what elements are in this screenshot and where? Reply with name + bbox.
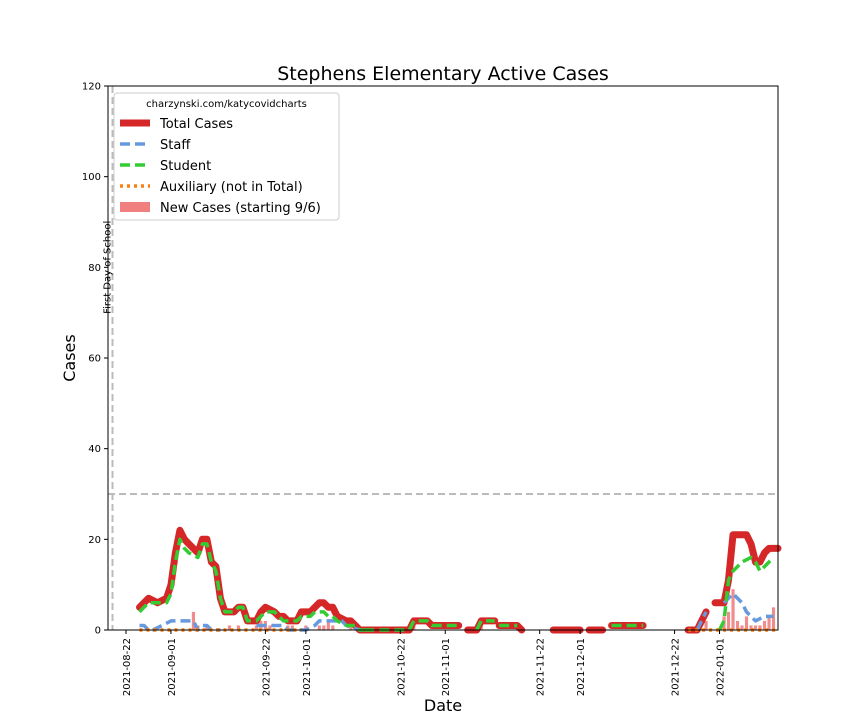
new-cases-bar bbox=[326, 620, 330, 630]
x-axis-title: Date bbox=[424, 696, 462, 715]
new-cases-bar bbox=[331, 625, 335, 630]
new-cases-bar bbox=[735, 620, 740, 630]
legend-label-student: Student bbox=[160, 159, 211, 174]
x-tick-label: 2021-09-01 bbox=[167, 638, 178, 696]
new-cases-bar bbox=[236, 625, 240, 630]
plot-area: 0 20 40 60 80 100 120 2021-08-22 2021-09-01 2021-… bbox=[82, 82, 782, 696]
y-tick-label: 120 bbox=[82, 82, 101, 93]
chart-title: Stephens Elementary Active Cases bbox=[277, 63, 609, 85]
legend-title: charzynski.com/katycovidcharts bbox=[146, 99, 307, 110]
legend-label-staff: Staff bbox=[160, 138, 191, 153]
y-tick-label: 60 bbox=[88, 354, 101, 365]
new-cases-bar bbox=[317, 625, 321, 630]
x-tick-label: 2021-12-22 bbox=[671, 638, 682, 696]
new-cases-bar bbox=[322, 625, 326, 630]
x-tick-label: 2021-11-01 bbox=[441, 638, 452, 696]
x-tick-label: 2021-09-22 bbox=[261, 638, 272, 696]
new-cases-bar bbox=[731, 589, 735, 630]
x-tick-label: 2021-11-22 bbox=[536, 638, 547, 696]
series-line-staff bbox=[256, 619, 361, 632]
legend-swatch-new-cases-starting bbox=[120, 202, 150, 212]
legend-label-total-cases: Total Cases bbox=[159, 117, 233, 132]
y-tick-label: 80 bbox=[88, 263, 101, 274]
new-cases-bar bbox=[749, 625, 753, 630]
new-cases-bar bbox=[304, 625, 308, 630]
series-line-student bbox=[138, 537, 365, 632]
legend-box bbox=[113, 92, 340, 221]
series-line-student bbox=[717, 555, 775, 631]
new-cases-bar bbox=[758, 625, 762, 630]
y-tick-label: 0 bbox=[95, 626, 101, 637]
series-line-student bbox=[475, 619, 495, 631]
new-cases-bar bbox=[704, 620, 708, 630]
x-tick-label: 2021-10-22 bbox=[396, 638, 407, 696]
new-cases-bar bbox=[767, 616, 771, 630]
x-tick-label: 2022-01-01 bbox=[716, 638, 727, 696]
series-line-staff bbox=[695, 611, 708, 631]
new-cases-bar bbox=[254, 625, 258, 630]
legend: charzynski.com/katycovidcharts Total Cas… bbox=[113, 92, 340, 221]
new-cases-bar bbox=[744, 616, 749, 630]
new-cases-bar bbox=[771, 607, 776, 630]
legend-label-new-cases-starting: New Cases (starting 9/6) bbox=[160, 201, 321, 216]
new-cases-bar bbox=[227, 625, 231, 630]
series-line-staff bbox=[722, 591, 774, 623]
x-tick-label: 2021-12-01 bbox=[576, 638, 587, 696]
y-tick-label: 40 bbox=[88, 444, 101, 455]
new-cases-bar bbox=[753, 625, 758, 630]
new-cases-bar bbox=[762, 620, 767, 630]
y-axis-title: Cases bbox=[60, 334, 79, 382]
series-line-staff bbox=[139, 619, 221, 632]
new-cases-bar bbox=[349, 625, 353, 630]
x-tick-label: 2021-08-22 bbox=[122, 638, 133, 696]
new-cases-bar bbox=[740, 625, 744, 630]
new-cases-bar bbox=[268, 625, 272, 630]
new-cases-bar bbox=[191, 611, 196, 630]
series-line-total-cases bbox=[711, 531, 782, 607]
x-tick-label: 2021-10-01 bbox=[302, 638, 313, 696]
y-tick-label: 100 bbox=[82, 172, 101, 183]
y-tick-label: 20 bbox=[88, 535, 101, 546]
legend-label-auxiliary-not-in-total: Auxiliary (not in Total) bbox=[160, 180, 303, 195]
new-cases-bar bbox=[290, 625, 294, 630]
first-day-annotation: First Day of School bbox=[102, 221, 113, 314]
new-cases-bar bbox=[726, 611, 731, 630]
